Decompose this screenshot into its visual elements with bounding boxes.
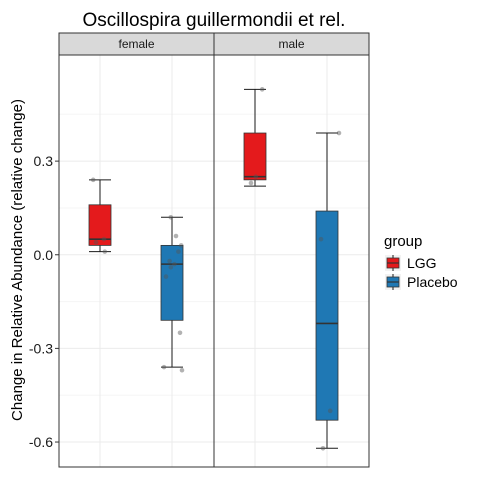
legend-item-lgg: LGG [385, 255, 437, 271]
box-body [315, 210, 339, 421]
data-point [327, 408, 333, 414]
y-tick-label: 0.0 [34, 247, 54, 263]
facet-panels: female male [58, 32, 370, 468]
data-point [163, 274, 169, 279]
y-axis: 0.3 0.0 -0.3 -0.6 [29, 153, 59, 450]
box-body [160, 244, 184, 321]
y-tick-label: 0.3 [34, 153, 54, 169]
box-male-LGG [243, 87, 267, 187]
legend: group LGG Placebo [384, 233, 458, 290]
data-point [177, 330, 183, 336]
y-tick-label: -0.6 [29, 434, 53, 450]
data-point [176, 249, 181, 254]
panel-background [59, 55, 214, 467]
data-point [93, 239, 99, 245]
data-point [172, 261, 177, 267]
panel-border [213, 54, 370, 468]
data-point [173, 233, 179, 239]
data-point [179, 367, 185, 373]
data-point [320, 445, 326, 451]
y-tick-label: -0.3 [29, 340, 53, 356]
facet-panel-female: female [58, 32, 215, 468]
data-point [259, 87, 265, 92]
legend-label-placebo: Placebo [407, 274, 458, 290]
data-point [168, 264, 174, 270]
panel-background [214, 55, 369, 467]
box-male-Placebo [315, 130, 342, 451]
data-point [318, 236, 324, 242]
facet-panel-male: male [213, 32, 370, 468]
data-point [102, 249, 108, 254]
data-point [101, 236, 107, 242]
data-point [336, 130, 342, 136]
legend-label-lgg: LGG [407, 255, 437, 271]
legend-item-placebo: Placebo [385, 274, 458, 290]
box-female-Placebo [160, 215, 185, 373]
data-point [167, 258, 172, 264]
box-body [243, 132, 267, 181]
data-point [168, 215, 174, 220]
data-point [253, 174, 259, 180]
strip-label-male: male [278, 37, 304, 51]
box-body [88, 204, 112, 246]
chart-title: Oscillospira guillermondii et rel. [83, 10, 346, 31]
legend-title: group [384, 233, 422, 250]
data-point [248, 180, 254, 186]
strip-label-female: female [118, 37, 154, 51]
data-point [90, 177, 96, 183]
y-axis-title: Change in Relative Abundance (relative c… [9, 99, 26, 421]
data-point [161, 364, 167, 370]
box-female-LGG [88, 177, 112, 254]
data-point [178, 243, 184, 248]
